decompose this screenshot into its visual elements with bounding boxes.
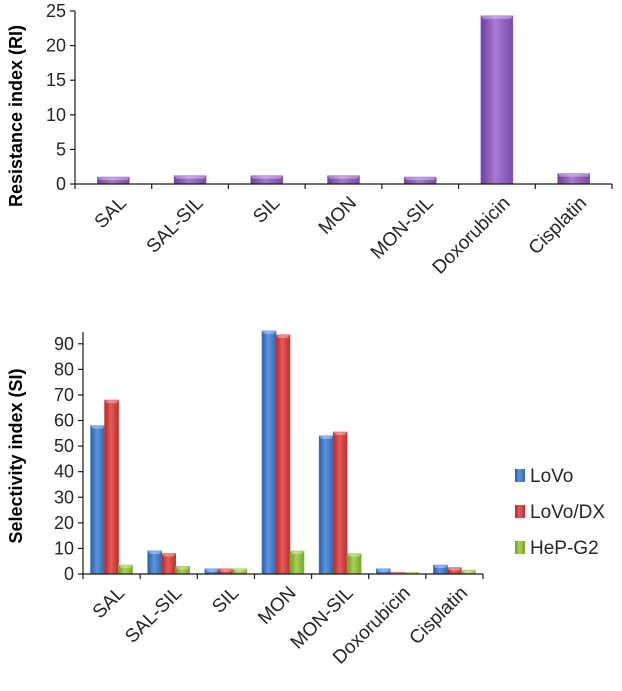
chart2-x-tickmarks	[82, 574, 484, 579]
bar-lovo-dx-sal	[104, 399, 119, 575]
chart2-legend: LoVo LoVo/DX HeP-G2	[515, 466, 605, 559]
y-tick-label: 60	[54, 411, 74, 431]
y-tick-label: 0	[64, 564, 74, 584]
bar-lovo-doxorubicin	[375, 568, 391, 575]
x-label-sal: SAL	[89, 583, 129, 623]
legend-swatch-lovo-dx	[515, 505, 525, 518]
x-label-cisplatin: Cisplatin	[406, 583, 472, 649]
bar-lovo-dx-mon-sil	[332, 431, 348, 575]
x-label-mon: MON	[254, 583, 300, 629]
y-tick-label: 15	[46, 70, 66, 90]
bar-lovo-dx-mon	[275, 334, 291, 575]
x-label-sil: SIL	[208, 583, 243, 618]
x-label-doxorubicin: Doxorubicin	[429, 193, 515, 279]
bar-lovo-dx-sil	[218, 568, 234, 575]
bar-hep-g2-sal-sil	[175, 566, 191, 575]
bar-hep-g2-mon-sil	[346, 553, 362, 575]
y-tick-label: 80	[54, 359, 74, 379]
bar-lovo-sal-sil	[147, 550, 163, 575]
bar-value-mon-sil	[403, 176, 437, 185]
legend-label-lovo: LoVo	[530, 466, 573, 487]
chart1-y-axis-title: Resistance index (RI)	[6, 25, 26, 207]
legend-item-lovo: LoVo	[515, 466, 573, 487]
x-label-cisplatin: Cisplatin	[525, 193, 591, 259]
legend-label-hep-g2: HeP-G2	[530, 538, 599, 559]
bar-value-cisplatin	[557, 173, 590, 185]
y-tick-label: 10	[54, 538, 74, 558]
chart1-bars	[97, 15, 590, 185]
bar-lovo-dx-sal-sil	[161, 553, 177, 575]
bar-value-sil	[250, 175, 284, 185]
chart2-bars	[90, 330, 476, 576]
y-tick-label: 0	[56, 174, 66, 194]
selectivity-index-chart: Selectivity index (SI) 0 10 20 30 40 50 60 70 80…	[6, 330, 605, 669]
bar-lovo-mon	[261, 330, 277, 575]
bar-lovo-cisplatin	[433, 564, 448, 575]
bar-lovo-dx-cisplatin	[447, 567, 462, 575]
legend-swatch-hep-g2	[515, 541, 525, 554]
y-tick-label: 25	[46, 1, 66, 21]
y-tick-label: 50	[54, 436, 74, 456]
chart1-y-ticks: 0 5 10 15 20 25	[46, 1, 75, 194]
bar-lovo-mon-sil	[318, 435, 334, 575]
bar-value-sal	[97, 176, 130, 185]
bar-lovo-sil	[204, 568, 220, 575]
x-label-sal: SAL	[91, 193, 131, 233]
chart1-x-tickmarks	[74, 184, 613, 189]
chart2-y-axis-title: Selectivity index (SI)	[6, 368, 26, 543]
legend-swatch-lovo	[515, 469, 525, 482]
y-tick-label: 10	[46, 105, 66, 125]
y-tick-label: 5	[56, 139, 66, 159]
x-label-sil: SIL	[249, 193, 284, 228]
bar-hep-g2-sil	[232, 568, 248, 575]
x-label-mon-sil: MON-SIL	[367, 193, 438, 264]
x-label-sal-sil: SAL-SIL	[143, 193, 208, 258]
y-tick-label: 40	[54, 462, 74, 482]
y-tick-label: 70	[54, 385, 74, 405]
x-label-mon: MON	[315, 193, 361, 239]
legend-label-lovo-dx: LoVo/DX	[530, 502, 605, 523]
chart2-y-ticks: 0 10 20 30 40 50 60 70 80 90	[54, 334, 83, 584]
legend-item-lovo-dx: LoVo/DX	[515, 502, 605, 523]
bar-value-doxorubicin	[480, 15, 514, 185]
bar-value-mon	[327, 175, 360, 185]
y-tick-label: 30	[54, 487, 74, 507]
bar-lovo-sal	[90, 425, 105, 575]
y-tick-label: 20	[54, 513, 74, 533]
x-label-sal-sil: SAL-SIL	[121, 583, 186, 648]
y-tick-label: 90	[54, 334, 74, 354]
bar-hep-g2-mon	[289, 550, 305, 575]
legend-item-hep-g2: HeP-G2	[515, 538, 599, 559]
y-tick-label: 20	[46, 36, 66, 56]
resistance-index-chart: Resistance index (RI) 0 5 10 15 20 25 SAL SAL-…	[6, 1, 613, 279]
bar-hep-g2-sal	[118, 564, 133, 575]
bar-value-sal-sil	[173, 175, 207, 185]
